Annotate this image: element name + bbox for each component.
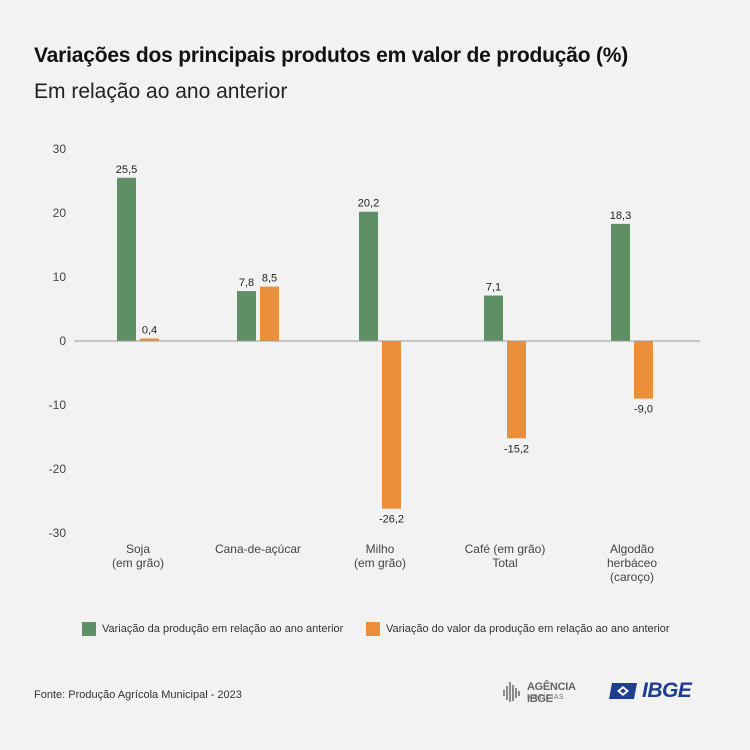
bar-production [611, 223, 630, 341]
legend-label-value: Variação do valor da produção em relação… [386, 623, 670, 635]
legend-swatch-production [82, 622, 96, 636]
bar-production [237, 291, 256, 341]
category-label: Total [492, 556, 517, 570]
agencia-subtitle: NOTÍCIAS [527, 694, 565, 701]
category-label: Soja [126, 542, 150, 556]
source-note: Fonte: Produção Agrícola Municipal - 202… [34, 689, 242, 701]
bar-value [260, 286, 279, 341]
bar-production [484, 295, 503, 341]
bar-value [634, 341, 653, 399]
legend-label-production: Variação da produção em relação ao ano a… [102, 623, 344, 635]
data-label: 25,5 [116, 164, 137, 176]
ibge-logo: IBGE [608, 679, 708, 704]
data-label: 20,2 [358, 198, 379, 210]
ibge-wordmark: IBGE [642, 679, 692, 702]
agencia-name: AGÊNCIA IBGE [527, 681, 576, 705]
y-tick-label: 0 [59, 334, 66, 348]
data-label: -15,2 [504, 443, 529, 455]
bar-chart: 30 20 10 0 -10 -20 -30 25,5 7,8 20,2 7,1 18,3 0,4 8,5… [49, 142, 700, 584]
bar-value [140, 338, 159, 341]
y-tick-label: -30 [49, 526, 67, 540]
chart-title: Variações dos principais produtos em val… [34, 44, 629, 67]
data-label: 7,8 [239, 277, 254, 289]
bar-production [359, 211, 378, 341]
category-label: Café (em grão) [465, 542, 546, 556]
y-tick-label: -20 [49, 462, 67, 476]
y-tick-label: -10 [49, 398, 67, 412]
y-tick-label: 10 [53, 270, 67, 284]
category-label: (em grão) [112, 556, 164, 570]
category-label: Milho [366, 542, 395, 556]
data-label: 7,1 [486, 282, 501, 294]
data-label: -9,0 [634, 404, 653, 416]
data-label: 0,4 [142, 324, 157, 336]
agencia-bars-icon [503, 682, 523, 702]
bar-value [507, 341, 526, 439]
category-label: herbáceo [607, 556, 657, 570]
category-label: Cana-de-açúcar [215, 542, 301, 556]
data-label: 18,3 [610, 210, 631, 222]
bar-value [382, 341, 401, 509]
category-label: (em grão) [354, 556, 406, 570]
chart-subtitle: Em relação ao ano anterior [34, 80, 288, 103]
y-tick-label: 30 [53, 142, 67, 156]
legend-swatch-value [366, 622, 380, 636]
bar-production [117, 177, 136, 341]
data-label: -26,2 [379, 514, 404, 526]
ibge-mark-icon [609, 683, 637, 699]
category-label: (caroço) [610, 570, 654, 584]
y-tick-label: 20 [53, 206, 67, 220]
data-label: 8,5 [262, 273, 277, 285]
category-label: Algodão [610, 542, 654, 556]
agencia-ibge-logo: AGÊNCIA IBGE NOTÍCIAS [503, 681, 599, 705]
